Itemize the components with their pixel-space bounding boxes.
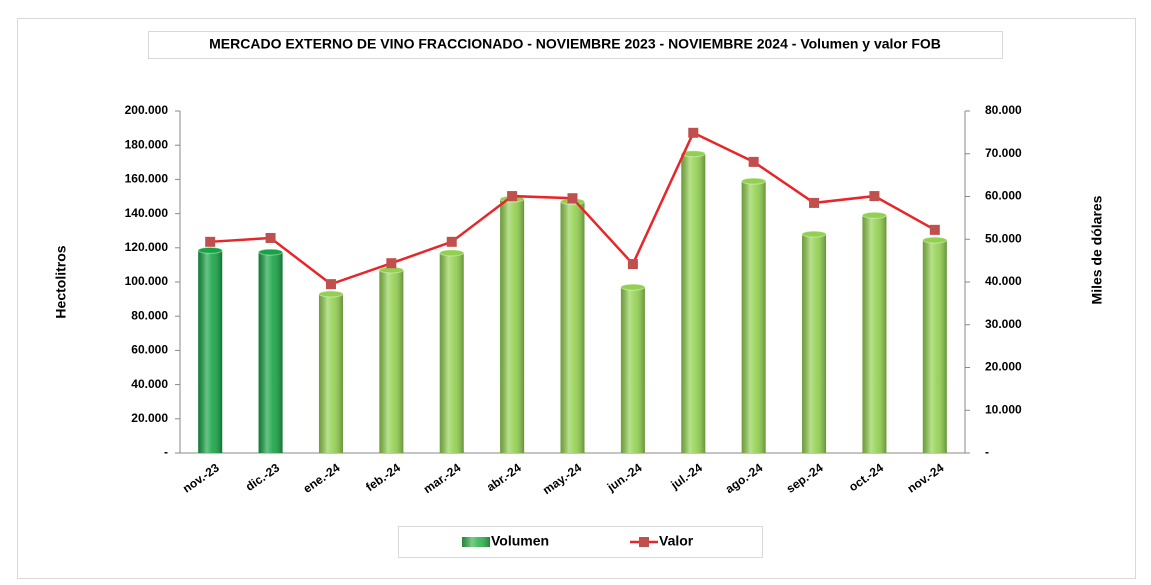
- line-marker: [688, 127, 699, 138]
- y-tick-label: 140.000: [125, 206, 169, 220]
- bar-shine: [379, 270, 404, 453]
- y2-tick-label: 60.000: [985, 189, 1022, 203]
- bar-cap: [318, 290, 344, 298]
- bar-cap: [439, 249, 465, 257]
- bar-shine: [198, 250, 223, 453]
- legend-swatch-shine: [462, 537, 490, 547]
- bar-shine: [439, 252, 464, 453]
- bar-cap: [922, 236, 948, 244]
- y-tick-label: 60.000: [131, 343, 168, 357]
- y-tick-label: 200.000: [125, 103, 169, 117]
- y-axis-title: Hectolitros: [53, 245, 69, 318]
- line-marker: [748, 156, 759, 167]
- bar-shine: [681, 153, 706, 453]
- bar-shine: [318, 293, 343, 453]
- legend-box: [398, 526, 763, 558]
- y2-tick-label: 10.000: [985, 402, 1022, 416]
- y-tick-label: 160.000: [125, 172, 169, 186]
- line-marker: [205, 236, 216, 247]
- bar-cap: [741, 177, 767, 185]
- bar-shine: [862, 215, 887, 453]
- y-tick-label: 80.000: [131, 308, 168, 322]
- line-marker: [446, 236, 457, 247]
- y2-tick-label: 20.000: [985, 360, 1022, 374]
- y2-tick-label: 80.000: [985, 103, 1022, 117]
- title-box: [148, 31, 1003, 59]
- line-marker: [265, 232, 276, 243]
- y2-tick-label: 50.000: [985, 231, 1022, 245]
- line-marker: [567, 193, 578, 204]
- legend-label: Valor: [659, 533, 694, 549]
- bar-shine: [500, 199, 525, 453]
- line-marker: [507, 191, 518, 202]
- line-marker: [325, 279, 336, 290]
- bar-cap: [258, 248, 284, 256]
- bar-shine: [741, 181, 766, 454]
- bar-cap: [680, 150, 706, 158]
- line-marker: [627, 259, 638, 270]
- bar-cap: [801, 230, 827, 238]
- chart-title: MERCADO EXTERNO DE VINO FRACCIONADO - NO…: [209, 36, 941, 52]
- y2-tick-label: 70.000: [985, 146, 1022, 160]
- bar-cap: [861, 211, 887, 219]
- bar-shine: [922, 240, 947, 453]
- y2-tick-label: 30.000: [985, 317, 1022, 331]
- line-marker: [869, 191, 880, 202]
- bar-cap: [197, 246, 223, 254]
- y-tick-label: 100.000: [125, 274, 169, 288]
- y2-tick-label: 40.000: [985, 274, 1022, 288]
- bar-shine: [802, 234, 827, 453]
- y-tick-label: -: [164, 445, 168, 459]
- y2-tick-label: -: [985, 445, 989, 459]
- y-tick-label: 40.000: [131, 377, 168, 391]
- y-tick-label: 180.000: [125, 137, 169, 151]
- legend-marker: [639, 537, 649, 547]
- y-tick-label: 20.000: [131, 411, 168, 425]
- bar-shine: [258, 252, 283, 453]
- line-marker: [809, 197, 820, 208]
- bar-shine: [560, 201, 585, 453]
- line-marker: [386, 258, 397, 269]
- bar-shine: [620, 287, 645, 453]
- y-tick-label: 120.000: [125, 240, 169, 254]
- line-marker: [929, 224, 940, 235]
- bar-cap: [620, 283, 646, 291]
- legend-label: Volumen: [491, 533, 549, 549]
- y2-axis-title: Miles de dólares: [1089, 195, 1105, 304]
